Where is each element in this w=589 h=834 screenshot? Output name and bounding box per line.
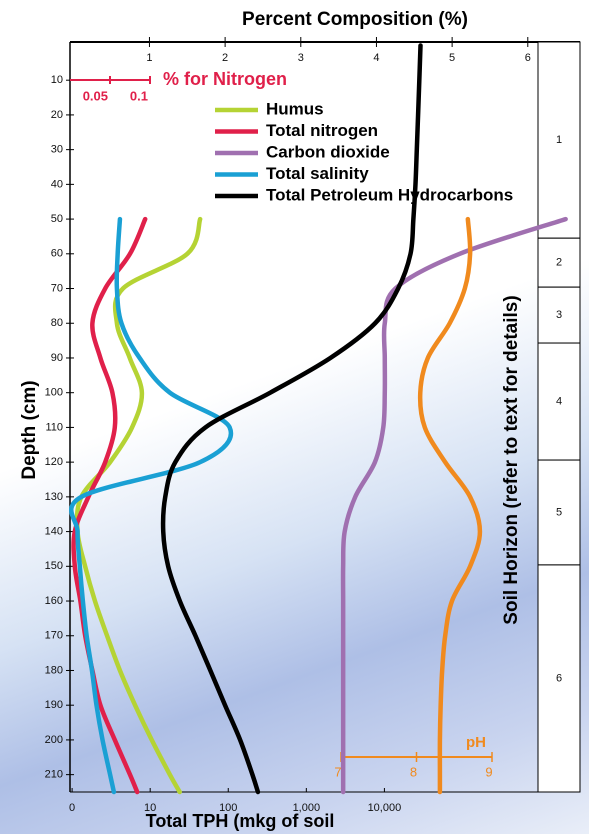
x2-tick-label: 100 [219, 802, 237, 814]
x-tick-label: 4 [373, 52, 379, 64]
y-tick-label: 10 [51, 74, 63, 86]
horizon [537, 41, 581, 239]
x-tick-label: 2 [222, 52, 228, 64]
horizon [537, 342, 581, 461]
horizon [537, 286, 581, 344]
y-tick-label: 150 [45, 560, 63, 572]
series-line [417, 216, 483, 795]
x-tick-label: 5 [449, 52, 455, 64]
y-tick-label: 190 [45, 699, 63, 711]
x-tick-label: 1 [146, 52, 152, 64]
nitrogen-axis-label: % for Nitrogen [163, 69, 287, 89]
series-line [71, 216, 148, 795]
series-line [69, 216, 234, 795]
y-tick-label: 50 [51, 213, 63, 225]
horizon-axis-label: Soil Horizon (refer to text for details) [501, 295, 522, 624]
y-tick-label: 80 [51, 317, 63, 329]
nitrogen-tick-label: 0.05 [83, 88, 108, 103]
horizon-label: 2 [556, 257, 562, 269]
y-axis-label: Depth (cm) [19, 380, 40, 479]
chart-title: Percent Composition (%) [242, 9, 468, 30]
legend-label: Total Petroleum Hydrocarbons [266, 185, 513, 204]
y-tick-label: 120 [45, 456, 63, 468]
horizon [537, 237, 581, 288]
y-tick-label: 20 [51, 109, 63, 121]
x2-tick-label: 10,000 [368, 802, 402, 814]
y-tick-label: 60 [51, 248, 63, 260]
series-line [340, 216, 568, 795]
horizon-label: 4 [556, 395, 562, 407]
series-line [160, 43, 423, 795]
y-tick-label: 170 [45, 630, 63, 642]
y-tick-label: 100 [45, 387, 63, 399]
horizon-label: 5 [556, 506, 562, 518]
y-tick-label: 210 [45, 769, 63, 781]
horizon [537, 459, 581, 566]
y-tick-label: 160 [45, 595, 63, 607]
y-tick-label: 30 [51, 144, 63, 156]
x2-axis-label: Total TPH (mkg of soil [146, 811, 335, 831]
horizon [537, 564, 581, 793]
horizon-label: 3 [556, 309, 562, 321]
ph-tick-label: 8 [410, 764, 417, 779]
x-tick-label: 3 [298, 52, 304, 64]
y-tick-label: 70 [51, 282, 63, 294]
ph-axis-label: pH [466, 734, 486, 751]
legend-label: Total salinity [266, 164, 369, 183]
y-tick-label: 40 [51, 178, 63, 190]
series-line [74, 216, 203, 795]
horizon-label: 1 [556, 134, 562, 146]
y-tick-label: 180 [45, 664, 63, 676]
nitrogen-tick-label: 0.1 [130, 88, 148, 103]
x-tick-label: 6 [525, 52, 531, 64]
ph-tick-label: 7 [334, 764, 341, 779]
legend-label: Carbon dioxide [266, 142, 390, 161]
legend-label: Humus [266, 99, 324, 118]
y-tick-label: 90 [51, 352, 63, 364]
y-tick-label: 200 [45, 734, 63, 746]
x2-tick-label: 1,000 [293, 802, 321, 814]
x2-tick-label: 10 [144, 802, 156, 814]
legend-label: Total nitrogen [266, 121, 378, 140]
y-tick-label: 140 [45, 525, 63, 537]
y-tick-label: 110 [45, 421, 63, 433]
ph-tick-label: 9 [485, 764, 492, 779]
horizon-label: 6 [556, 672, 562, 684]
x2-tick-label: 0 [69, 802, 75, 814]
y-tick-label: 130 [45, 491, 63, 503]
